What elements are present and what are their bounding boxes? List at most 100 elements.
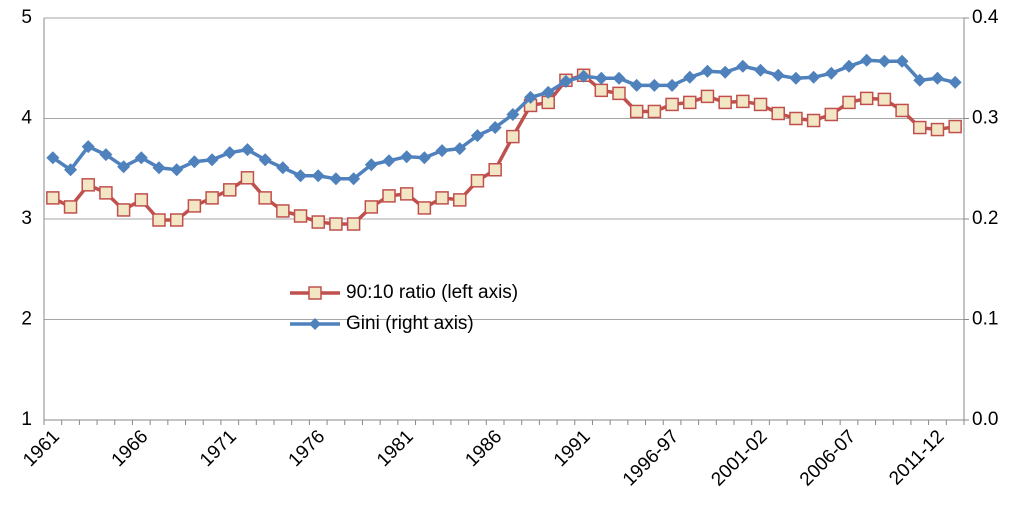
data-point xyxy=(399,187,414,201)
y-tick-label: 3 xyxy=(21,208,32,229)
data-point xyxy=(453,142,467,156)
data-point xyxy=(470,129,484,143)
data-point xyxy=(417,151,431,165)
x-tick-label: 1971 xyxy=(196,426,241,471)
data-point xyxy=(807,70,821,84)
data-point xyxy=(187,155,201,169)
legend-label: Gini (right axis) xyxy=(346,313,474,334)
data-point xyxy=(169,213,184,227)
data-point xyxy=(382,154,396,168)
y2-tick-label: 0.3 xyxy=(972,108,998,129)
data-point xyxy=(895,54,909,68)
data-point xyxy=(629,104,644,119)
x-tick-label: 1986 xyxy=(461,426,506,471)
data-point xyxy=(895,103,909,118)
data-point xyxy=(187,199,202,213)
data-point xyxy=(276,204,290,218)
x-tick-label: 1991 xyxy=(550,426,595,471)
data-point xyxy=(683,70,697,84)
data-point xyxy=(683,95,697,110)
data-point xyxy=(771,106,785,121)
data-point xyxy=(700,89,715,104)
data-point xyxy=(594,83,609,98)
data-point xyxy=(116,203,131,217)
data-point xyxy=(948,75,962,89)
data-point xyxy=(930,122,945,137)
data-point xyxy=(329,217,343,231)
data-point xyxy=(152,213,166,227)
data-point xyxy=(488,121,502,135)
data-point xyxy=(223,183,237,197)
data-point xyxy=(718,65,732,79)
y-tick-label: 4 xyxy=(21,108,32,129)
data-point xyxy=(170,163,184,177)
x-tick-label: 1981 xyxy=(373,426,418,471)
data-point xyxy=(240,171,255,185)
data-point xyxy=(753,97,768,112)
data-point xyxy=(205,191,219,205)
data-point xyxy=(99,186,113,200)
data-point xyxy=(630,78,644,92)
data-point xyxy=(311,169,325,183)
data-point xyxy=(718,95,732,110)
data-point xyxy=(860,53,874,67)
data-point xyxy=(506,107,520,121)
data-point xyxy=(329,172,343,186)
data-point xyxy=(665,78,679,92)
data-point xyxy=(311,215,325,229)
data-point xyxy=(948,119,962,134)
data-point xyxy=(842,95,856,110)
data-point xyxy=(771,68,785,82)
data-point xyxy=(877,92,892,107)
y-tick-label: 1 xyxy=(21,409,32,430)
data-point xyxy=(347,172,361,186)
data-point xyxy=(488,163,502,177)
data-point xyxy=(276,161,290,175)
data-point xyxy=(63,200,78,214)
y2-tick-label: 0.1 xyxy=(972,309,998,330)
data-point xyxy=(294,169,308,183)
data-point xyxy=(417,201,432,215)
data-point xyxy=(665,97,679,112)
data-point xyxy=(842,59,856,73)
data-point xyxy=(470,174,485,188)
data-point xyxy=(258,153,272,167)
data-point xyxy=(46,151,60,165)
data-point xyxy=(223,146,237,160)
data-point xyxy=(700,64,714,78)
data-point xyxy=(647,78,661,92)
y2-tick-label: 0.0 xyxy=(972,409,998,430)
x-tick-label: 2011-12 xyxy=(885,426,948,489)
data-point xyxy=(81,178,95,192)
data-point xyxy=(134,193,149,207)
data-point xyxy=(789,111,803,126)
data-point xyxy=(577,69,591,83)
y2-tick-label: 0.4 xyxy=(972,7,999,28)
data-point xyxy=(612,71,626,85)
legend-marker xyxy=(308,286,322,300)
x-tick-label: 1976 xyxy=(285,426,330,471)
data-point xyxy=(99,148,113,162)
data-point xyxy=(152,161,166,175)
data-point xyxy=(524,90,538,104)
data-point xyxy=(117,160,131,174)
data-point xyxy=(346,217,361,231)
data-point xyxy=(240,143,254,157)
data-point xyxy=(736,59,750,73)
series-line xyxy=(51,58,956,181)
data-point xyxy=(824,66,838,80)
data-point xyxy=(930,71,944,85)
data-point xyxy=(506,129,520,144)
data-point xyxy=(913,73,927,87)
data-point xyxy=(205,153,219,167)
data-point xyxy=(594,71,608,85)
x-tick-label: 2001-02 xyxy=(707,426,771,490)
data-point xyxy=(736,94,750,109)
y2-tick-label: 0.2 xyxy=(972,208,998,229)
data-point xyxy=(647,104,662,119)
data-point xyxy=(293,209,308,223)
data-point xyxy=(859,91,874,106)
x-tick-label: 1966 xyxy=(108,426,153,471)
data-point xyxy=(435,191,449,205)
